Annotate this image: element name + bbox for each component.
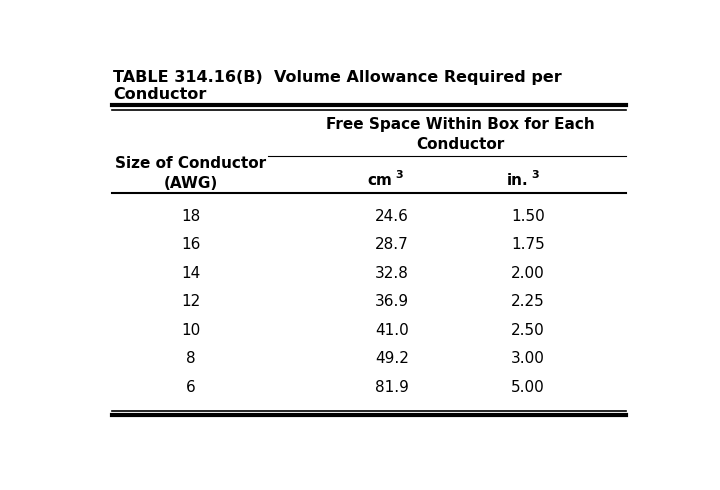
Text: 1.75: 1.75 xyxy=(511,238,545,252)
Text: 2.00: 2.00 xyxy=(511,266,545,281)
Text: in.: in. xyxy=(506,173,528,188)
Text: 18: 18 xyxy=(181,209,200,224)
Text: 3: 3 xyxy=(531,170,539,180)
Text: 14: 14 xyxy=(181,266,200,281)
Text: 81.9: 81.9 xyxy=(375,380,409,395)
Text: 24.6: 24.6 xyxy=(375,209,409,224)
Text: 36.9: 36.9 xyxy=(375,294,409,309)
Text: 6: 6 xyxy=(186,380,196,395)
Text: 2.50: 2.50 xyxy=(511,323,545,338)
Text: 1.50: 1.50 xyxy=(511,209,545,224)
Text: 16: 16 xyxy=(181,238,200,252)
Text: 10: 10 xyxy=(181,323,200,338)
Text: 2.25: 2.25 xyxy=(511,294,545,309)
Text: 41.0: 41.0 xyxy=(375,323,409,338)
Text: cm: cm xyxy=(367,173,392,188)
Text: TABLE 314.16(B)  Volume Allowance Required per: TABLE 314.16(B) Volume Allowance Require… xyxy=(113,70,562,85)
Text: 28.7: 28.7 xyxy=(375,238,409,252)
Text: 3.00: 3.00 xyxy=(511,351,545,367)
Text: 32.8: 32.8 xyxy=(375,266,409,281)
Text: Conductor: Conductor xyxy=(113,87,207,101)
Text: 12: 12 xyxy=(181,294,200,309)
Text: 8: 8 xyxy=(186,351,196,367)
Text: Free Space Within Box for Each
Conductor: Free Space Within Box for Each Conductor xyxy=(325,117,595,152)
Text: Size of Conductor
(AWG): Size of Conductor (AWG) xyxy=(115,156,266,191)
Text: 5.00: 5.00 xyxy=(511,380,545,395)
Text: 3: 3 xyxy=(395,170,403,180)
Text: 49.2: 49.2 xyxy=(375,351,409,367)
